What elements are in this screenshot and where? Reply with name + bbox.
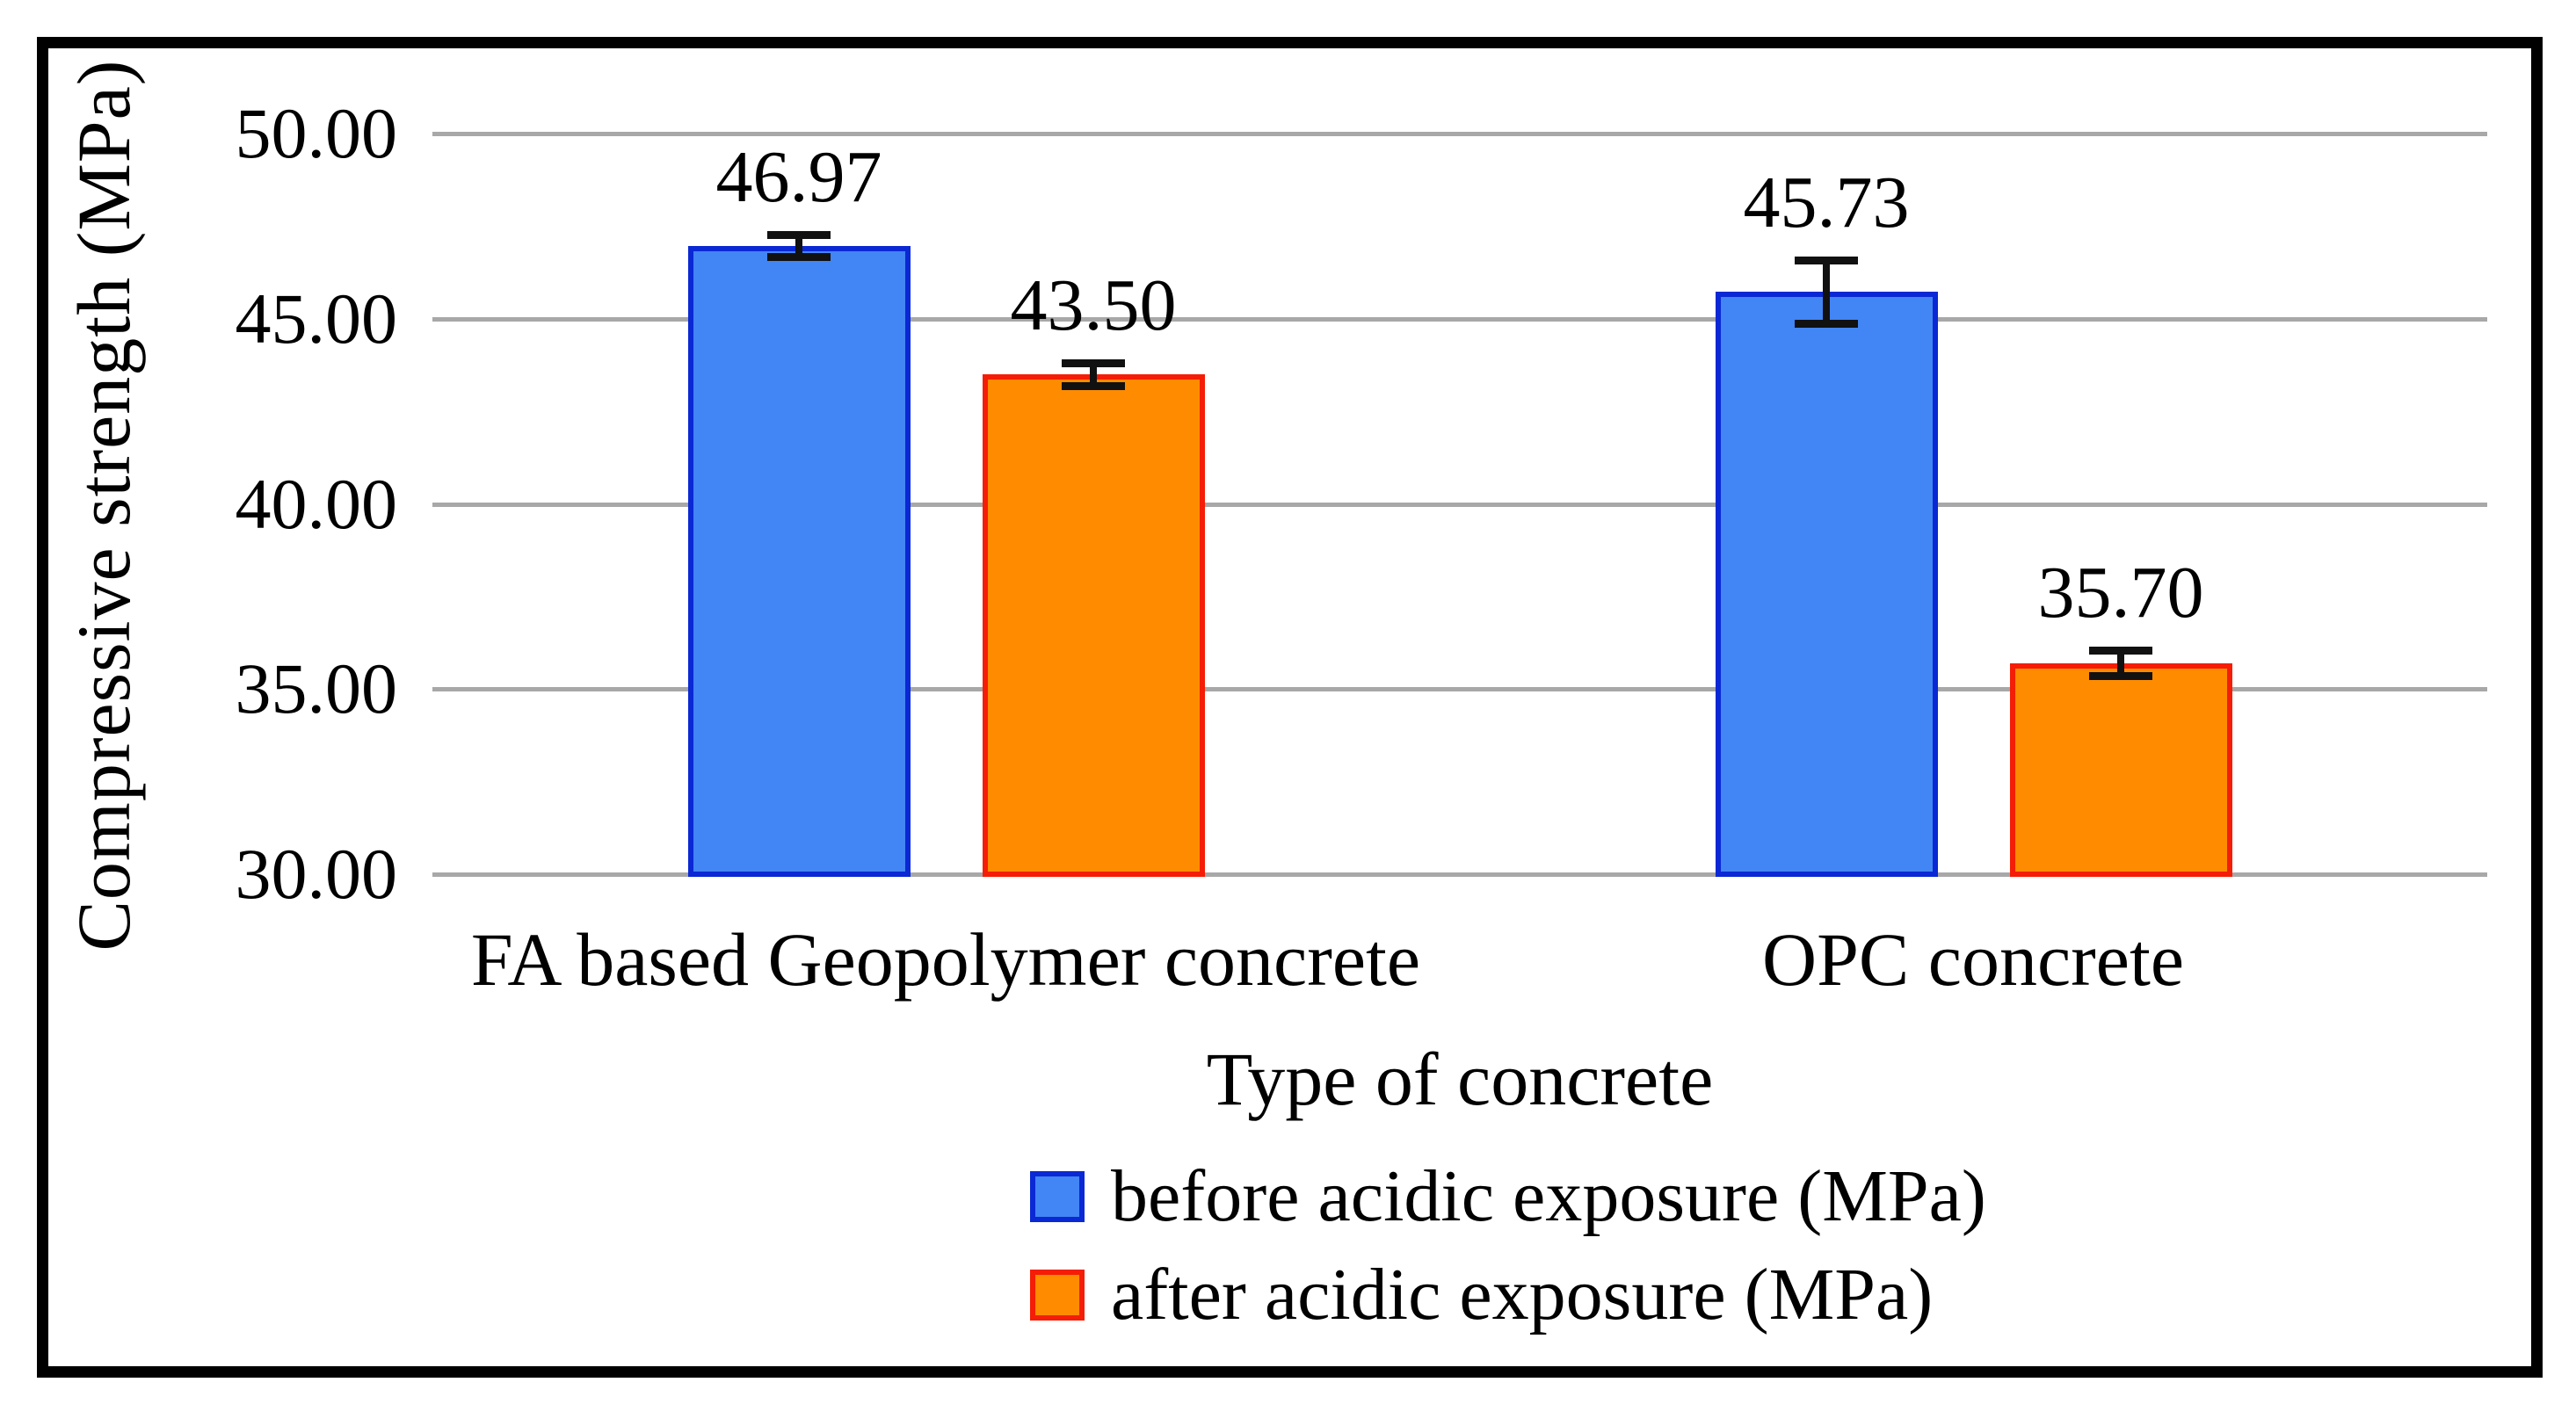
legend-swatch-orange <box>1030 1270 1085 1321</box>
legend-label-before: before acidic exposure (MPa) <box>1111 1155 1986 1237</box>
bar-value-label: 45.73 <box>1743 162 1910 244</box>
y-tick-label: 30.00 <box>235 834 398 914</box>
legend-item-after: after acidic exposure (MPa) <box>1030 1254 1986 1335</box>
bar-before-group1 <box>687 245 911 877</box>
plot-area: 46.97 43.50 45.73 35.70 <box>432 132 2487 877</box>
figure-border-frame <box>37 37 2543 1378</box>
gridline-40.00 <box>432 502 2487 507</box>
y-tick-label: 35.00 <box>235 648 398 729</box>
legend-item-before: before acidic exposure (MPa) <box>1030 1155 1986 1237</box>
legend-label-after: after acidic exposure (MPa) <box>1111 1254 1934 1335</box>
y-tick-label: 40.00 <box>235 463 398 544</box>
bar-after-group1 <box>982 373 1205 877</box>
bar-after-group2 <box>2009 662 2232 877</box>
category-label-opc: OPC concrete <box>1761 917 2185 1002</box>
gridline-35.00 <box>432 687 2487 692</box>
bar-value-label: 43.50 <box>1010 264 1177 347</box>
error-bar-cap <box>1062 381 1125 390</box>
chart-legend: before acidic exposure (MPa) after acidi… <box>1030 1155 1986 1358</box>
category-label-fa-geopolymer: FA based Geopolymer concrete <box>470 917 1421 1002</box>
y-tick-label: 50.00 <box>235 93 398 173</box>
bar-value-label: 35.70 <box>2037 551 2204 633</box>
error-bar-cap <box>1062 359 1125 368</box>
error-bar-cap <box>1795 257 1858 265</box>
legend-swatch-blue <box>1030 1171 1085 1222</box>
y-tick-label: 45.00 <box>235 278 398 358</box>
error-bar-whisker <box>1090 363 1097 386</box>
error-bar-cap <box>2089 672 2152 681</box>
error-bar-cap <box>2089 646 2152 655</box>
bar-value-label: 46.97 <box>715 136 882 219</box>
error-bar-cap <box>767 253 831 262</box>
error-bar-whisker <box>2117 649 2124 677</box>
error-bar-cap <box>1795 319 1858 328</box>
error-bar-whisker <box>795 235 802 257</box>
gridline-30.00 <box>432 872 2487 877</box>
error-bar-whisker <box>1823 260 1830 323</box>
gridline-45.00 <box>432 316 2487 322</box>
x-axis-title: Type of concrete <box>1206 1037 1714 1121</box>
gridline-50.00 <box>432 132 2487 136</box>
bar-before-group2 <box>1715 291 1938 877</box>
error-bar-cap <box>767 231 831 240</box>
